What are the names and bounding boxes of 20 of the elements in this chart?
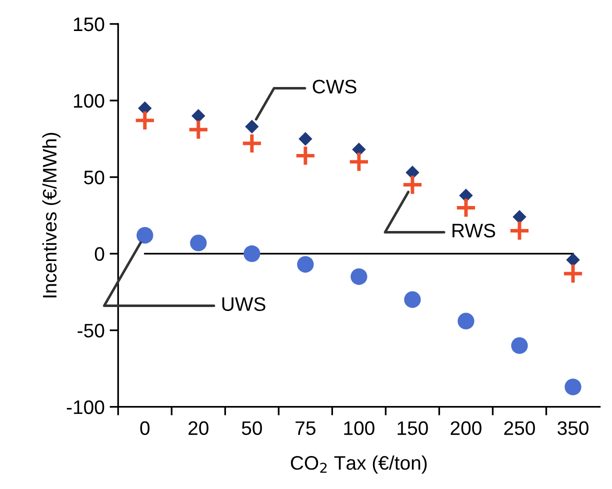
- x-tick-label: 0: [140, 421, 150, 436]
- annotation: RWS: [452, 224, 496, 238]
- x-tick-label: 20: [188, 421, 208, 436]
- x-axis-title: CO$_{2}$ Tax (€/ton): [290, 456, 427, 474]
- y-tick-label: -100: [66, 400, 104, 414]
- annotation: UWS: [222, 297, 266, 311]
- y-tick-label: -50: [78, 324, 104, 338]
- y-tick-label: 100: [74, 94, 104, 108]
- y-tick-label: 150: [74, 17, 104, 32]
- x-tick-label: 75: [296, 421, 316, 436]
- x-tick-label: 250: [504, 421, 535, 436]
- y-tick-label: 0: [94, 247, 104, 261]
- x-tick-label: 350: [558, 421, 588, 436]
- x-tick-label: 150: [398, 421, 428, 436]
- x-tick-label: 100: [344, 421, 374, 436]
- annotation: CWS: [312, 80, 356, 94]
- y-axis-title: Incentives (€/MWh): [42, 132, 60, 298]
- x-tick-label: 200: [450, 421, 482, 436]
- y-tick-label: 50: [84, 170, 104, 184]
- x-tick-label: 50: [242, 421, 262, 436]
